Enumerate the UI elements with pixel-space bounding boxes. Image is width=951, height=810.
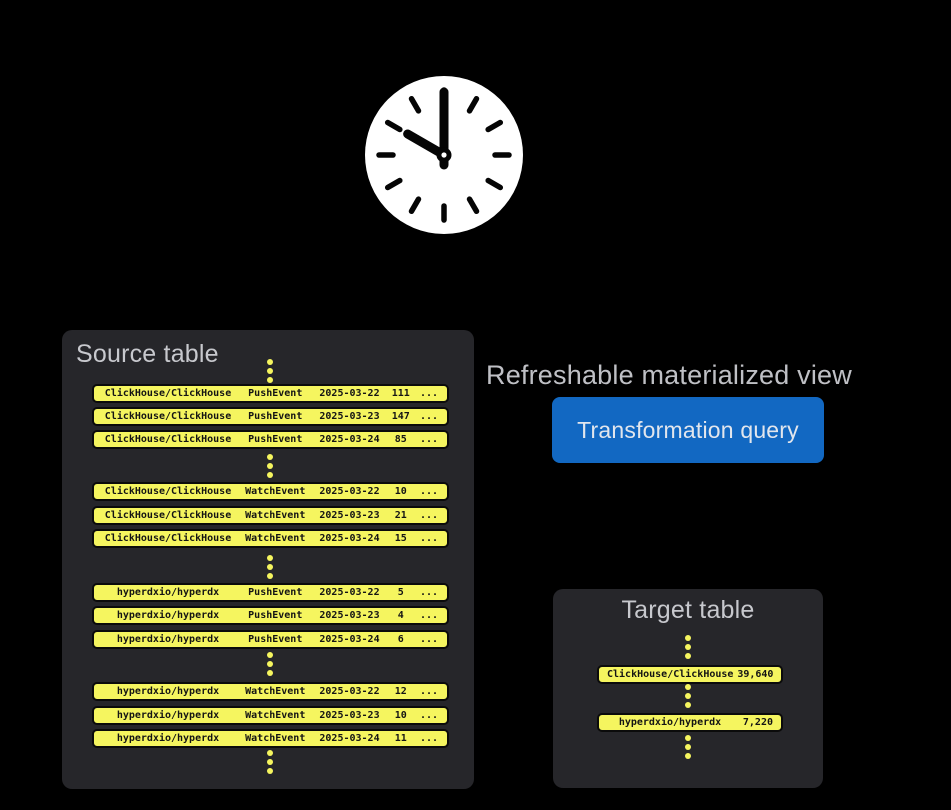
- repo-cell: ClickHouse/ClickHouse: [104, 486, 232, 497]
- count-cell: 21: [394, 510, 407, 521]
- count-cell: 111: [391, 388, 410, 399]
- event-cell: PushEvent: [248, 388, 303, 399]
- transformation-query-button[interactable]: Transformation query: [552, 397, 824, 463]
- repo-cell: hyperdxio/hyperdx: [116, 587, 220, 598]
- more-cell: ...: [419, 388, 439, 399]
- table-row: hyperdxio/hyperdx PushEvent 2025-03-22 5…: [92, 583, 449, 602]
- count-cell: 4: [397, 610, 404, 621]
- count-cell: 5: [397, 587, 404, 598]
- repo-cell: ClickHouse/ClickHouse: [104, 434, 232, 445]
- date-cell: 2025-03-23: [319, 710, 380, 721]
- repo-cell: ClickHouse/ClickHouse: [104, 388, 232, 399]
- repo-cell: ClickHouse/ClickHouse: [104, 411, 232, 422]
- count-cell: 15: [394, 533, 407, 544]
- count-cell: 11: [394, 733, 407, 744]
- repo-cell: ClickHouse/ClickHouse: [607, 669, 734, 680]
- more-cell: ...: [419, 587, 439, 598]
- more-cell: ...: [419, 610, 439, 621]
- table-row: hyperdxio/hyperdx WatchEvent 2025-03-22 …: [92, 682, 449, 701]
- event-cell: WatchEvent: [245, 510, 306, 521]
- table-row: ClickHouse/ClickHouse PushEvent 2025-03-…: [92, 407, 449, 426]
- source-table-title: Source table: [76, 340, 219, 368]
- date-cell: 2025-03-23: [319, 610, 380, 621]
- event-cell: PushEvent: [248, 434, 303, 445]
- event-cell: WatchEvent: [245, 710, 306, 721]
- table-row: ClickHouse/ClickHouse WatchEvent 2025-03…: [92, 482, 449, 501]
- table-row: hyperdxio/hyperdx WatchEvent 2025-03-24 …: [92, 729, 449, 748]
- repo-cell: hyperdxio/hyperdx: [116, 686, 220, 697]
- count-cell: 10: [394, 486, 407, 497]
- table-row: ClickHouse/ClickHouse PushEvent 2025-03-…: [92, 430, 449, 449]
- date-cell: 2025-03-24: [319, 634, 380, 645]
- more-cell: ...: [419, 434, 439, 445]
- event-cell: PushEvent: [248, 634, 303, 645]
- event-cell: PushEvent: [248, 587, 303, 598]
- more-cell: ...: [419, 411, 439, 422]
- clock-icon: [365, 76, 523, 234]
- repo-cell: hyperdxio/hyperdx: [116, 610, 220, 621]
- more-cell: ...: [419, 686, 439, 697]
- event-cell: PushEvent: [248, 411, 303, 422]
- count-cell: 147: [391, 411, 410, 422]
- repo-cell: hyperdxio/hyperdx: [116, 733, 220, 744]
- vertical-ellipsis-icon: [267, 359, 273, 365]
- target-table-title: Target table: [621, 596, 755, 624]
- more-cell: ...: [419, 533, 439, 544]
- vertical-ellipsis-icon: [267, 750, 273, 756]
- count-cell: 6: [397, 634, 404, 645]
- table-row: ClickHouse/ClickHouse 39,640: [597, 665, 783, 684]
- count-cell: 85: [394, 434, 407, 445]
- vertical-ellipsis-icon: [267, 454, 273, 460]
- count-cell: 7,220: [742, 717, 773, 728]
- table-row: hyperdxio/hyperdx WatchEvent 2025-03-23 …: [92, 706, 449, 725]
- more-cell: ...: [419, 634, 439, 645]
- vertical-ellipsis-icon: [267, 652, 273, 658]
- more-cell: ...: [419, 486, 439, 497]
- vertical-ellipsis-icon: [685, 735, 691, 741]
- count-cell: 39,640: [737, 669, 774, 680]
- refreshable-view-heading: Refreshable materialized view: [486, 360, 852, 390]
- vertical-ellipsis-icon: [685, 684, 691, 690]
- vertical-ellipsis-icon: [685, 635, 691, 641]
- event-cell: WatchEvent: [245, 686, 306, 697]
- date-cell: 2025-03-22: [319, 486, 380, 497]
- table-row: ClickHouse/ClickHouse PushEvent 2025-03-…: [92, 384, 449, 403]
- count-cell: 10: [394, 710, 407, 721]
- more-cell: ...: [419, 733, 439, 744]
- table-row: hyperdxio/hyperdx PushEvent 2025-03-23 4…: [92, 606, 449, 625]
- event-cell: PushEvent: [248, 610, 303, 621]
- table-row: hyperdxio/hyperdx 7,220: [597, 713, 783, 732]
- repo-cell: ClickHouse/ClickHouse: [104, 533, 232, 544]
- count-cell: 12: [394, 686, 407, 697]
- date-cell: 2025-03-24: [319, 533, 380, 544]
- date-cell: 2025-03-22: [319, 587, 380, 598]
- table-row: ClickHouse/ClickHouse WatchEvent 2025-03…: [92, 529, 449, 548]
- date-cell: 2025-03-24: [319, 733, 380, 744]
- date-cell: 2025-03-23: [319, 411, 380, 422]
- date-cell: 2025-03-23: [319, 510, 380, 521]
- more-cell: ...: [419, 510, 439, 521]
- repo-cell: hyperdxio/hyperdx: [618, 717, 722, 728]
- date-cell: 2025-03-22: [319, 686, 380, 697]
- event-cell: WatchEvent: [245, 486, 306, 497]
- event-cell: WatchEvent: [245, 533, 306, 544]
- repo-cell: ClickHouse/ClickHouse: [104, 510, 232, 521]
- repo-cell: hyperdxio/hyperdx: [116, 634, 220, 645]
- more-cell: ...: [419, 710, 439, 721]
- table-row: hyperdxio/hyperdx PushEvent 2025-03-24 6…: [92, 630, 449, 649]
- table-row: ClickHouse/ClickHouse WatchEvent 2025-03…: [92, 506, 449, 525]
- repo-cell: hyperdxio/hyperdx: [116, 710, 220, 721]
- vertical-ellipsis-icon: [267, 555, 273, 561]
- date-cell: 2025-03-22: [319, 388, 380, 399]
- event-cell: WatchEvent: [245, 733, 306, 744]
- date-cell: 2025-03-24: [319, 434, 380, 445]
